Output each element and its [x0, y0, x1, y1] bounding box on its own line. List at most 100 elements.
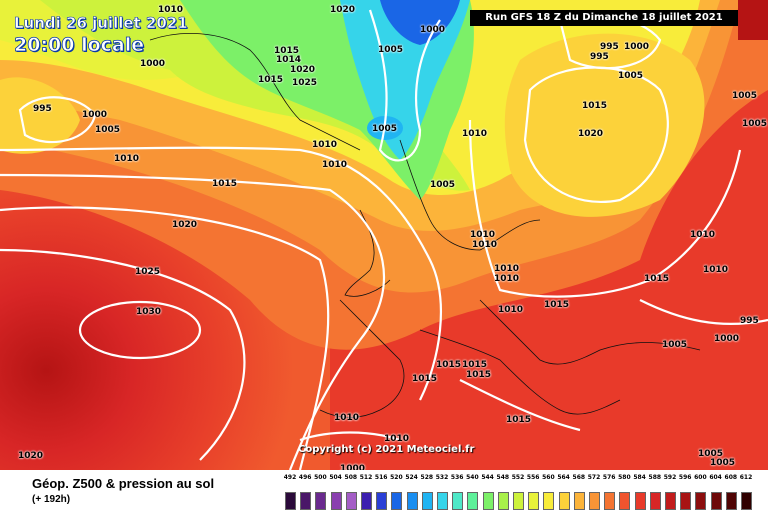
- coast-mediterranean: [419, 329, 621, 415]
- isobar-label: 1020: [290, 65, 316, 75]
- isobar-label: 1010: [322, 160, 348, 170]
- isobar-label: 1000: [340, 464, 366, 470]
- legend-swatch: [589, 492, 600, 510]
- legend-swatch: [665, 492, 676, 510]
- isobar-label: 1015: [274, 46, 300, 56]
- legend-tick: 556: [526, 474, 540, 481]
- legend-tick: 504: [329, 474, 342, 481]
- field-low-blue: [380, 0, 460, 45]
- isobar-label: 1010: [462, 129, 488, 139]
- legend-swatch: [619, 492, 631, 510]
- isobar-label: 1025: [292, 78, 318, 88]
- isobar-1010-e: [468, 119, 742, 298]
- isobar-label: 1005: [95, 125, 121, 135]
- legend-swatch: [528, 492, 540, 510]
- isobar-1010: [0, 146, 443, 401]
- isobar-label: 1010: [384, 434, 410, 444]
- legend-tick: 596: [678, 474, 692, 481]
- legend-tick: 544: [481, 474, 494, 481]
- isobar-1005-n: [368, 9, 441, 162]
- legend-swatch: [543, 492, 555, 510]
- isobar-label: 1005: [742, 119, 768, 129]
- isobar-label: 995: [600, 42, 619, 52]
- legend-swatch: [513, 492, 524, 510]
- isobar-1015: [0, 173, 386, 470]
- isobar-label: 1015: [466, 370, 492, 380]
- legend-swatch: [300, 492, 312, 510]
- legend-swatch: [497, 492, 509, 510]
- legend-tick: 604: [709, 474, 722, 481]
- field-ne-red: [738, 0, 768, 40]
- legend-swatch: [285, 492, 296, 510]
- map-canvas: [0, 0, 768, 470]
- isobar-1015-med: [459, 379, 581, 432]
- legend-swatch: [634, 492, 646, 510]
- coast-balkans: [479, 299, 701, 365]
- legend-tick: 560: [542, 474, 555, 481]
- isobar-label: 1015: [544, 300, 570, 310]
- legend-tick: 584: [633, 474, 646, 481]
- isobar-label: 1015: [212, 179, 238, 189]
- isobar-lines: [0, 9, 768, 470]
- legend-tick: 536: [450, 474, 464, 481]
- legend-tick: 500: [314, 474, 327, 481]
- isobar-label: 1025: [135, 267, 161, 277]
- isobar-label: 1010: [334, 413, 360, 423]
- legend-tick: 608: [724, 474, 738, 481]
- isobar-label: 1005: [710, 458, 736, 468]
- legend-swatch: [376, 492, 388, 510]
- legend-swatch: [725, 492, 737, 510]
- isobar-label: 1000: [624, 42, 650, 52]
- map-title: Géop. Z500 & pression au sol: [32, 476, 215, 491]
- legend-tick: 576: [602, 474, 616, 481]
- isobar-label: 1015: [582, 101, 608, 111]
- isobar-1025: [0, 248, 246, 461]
- isobar-label: 995: [33, 104, 52, 114]
- isobar-label: 1005: [372, 124, 398, 134]
- legend-swatch: [361, 492, 372, 510]
- isobar-label: 1010: [703, 265, 729, 275]
- isobar-label: 1015: [644, 274, 670, 284]
- legend-tick: 492: [283, 474, 297, 481]
- legend-tick: 496: [298, 474, 312, 481]
- isobar-label: 1010: [470, 230, 496, 240]
- legend-tick: 548: [496, 474, 510, 481]
- weather-map: 1010 1020 1000 995 1000 995 1015 1014 1020 1025 10…: [0, 0, 768, 470]
- coast-scandinavia: [399, 139, 541, 251]
- legend-swatch: [315, 492, 327, 510]
- legend-swatch: [406, 492, 418, 510]
- isobar-label: 1015: [436, 360, 462, 370]
- isobar-label: 1014: [276, 55, 302, 65]
- legend-tick: 524: [405, 474, 418, 481]
- isobar-label: 1000: [82, 110, 108, 120]
- legend-tick: 552: [511, 474, 525, 481]
- coast-britain: [344, 209, 391, 297]
- legend-tick: 520: [390, 474, 403, 481]
- legend-swatch: [345, 492, 357, 510]
- legend-tick: 592: [663, 474, 677, 481]
- isobar-1005-se: [639, 299, 768, 326]
- isobar-label: 1010: [498, 305, 524, 315]
- legend-swatch: [437, 492, 448, 510]
- legend-swatch: [467, 492, 479, 510]
- legend-tick: 572: [587, 474, 601, 481]
- legend-swatch: [330, 492, 342, 510]
- valid-date: Lundi 26 juillet 2021: [14, 14, 188, 33]
- legend-tick: 508: [344, 474, 358, 481]
- legend-tick: 612: [739, 474, 753, 481]
- field-cyan: [340, 0, 470, 160]
- valid-time: 20:00 locale: [14, 34, 145, 57]
- isobar-label: 1020: [172, 220, 198, 230]
- isobar-label: 1020: [578, 129, 604, 139]
- lead-time: (+ 192h): [32, 494, 71, 505]
- coastlines: [149, 33, 701, 418]
- isobar-label: 1000: [140, 59, 166, 69]
- isobar-label: 1015: [258, 75, 284, 85]
- legend-swatch: [695, 492, 707, 510]
- isobar-label: 1020: [330, 5, 356, 15]
- legend-swatch: [421, 492, 433, 510]
- legend-tick: 516: [374, 474, 388, 481]
- legend-tick: 564: [557, 474, 570, 481]
- legend-swatch: [649, 492, 661, 510]
- legend-swatch: [680, 492, 692, 510]
